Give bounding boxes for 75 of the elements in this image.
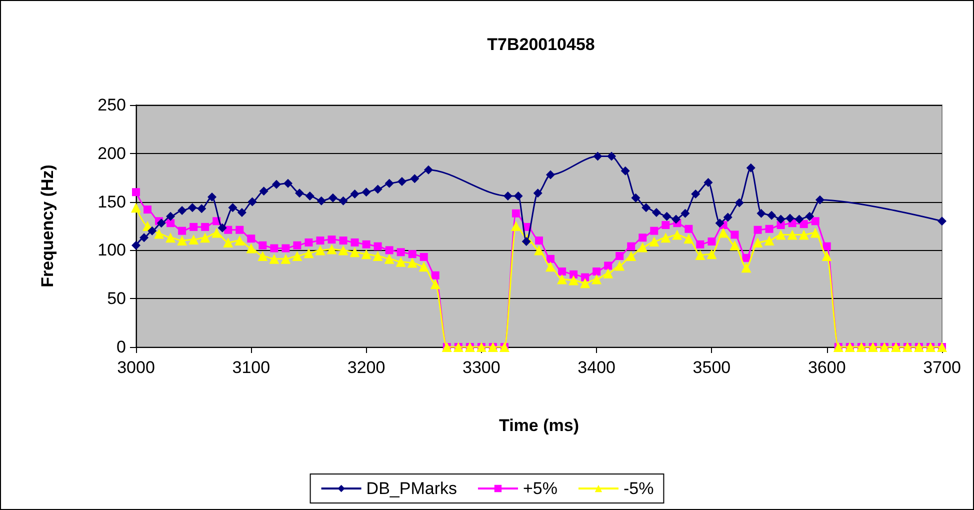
point [734,198,744,208]
point [373,184,382,194]
point [259,186,268,196]
point [166,212,176,221]
point [593,152,602,161]
y-tick-label: 200 [98,144,126,163]
x-tick-label: 3200 [347,358,386,377]
point [156,218,166,228]
point [786,214,795,223]
x-tick-label: 3400 [578,358,616,377]
x-tick-label: 3600 [808,358,846,377]
x-tick-label: 3500 [692,358,731,377]
legend-label: DB_PMarks [366,479,457,498]
point [148,226,157,236]
point [228,203,238,212]
point [642,203,651,212]
point [704,178,713,187]
point [397,176,406,186]
point [295,188,304,198]
y-tick-label: 150 [98,192,126,212]
x-tick-label: 3700 [923,358,961,377]
point [188,203,197,212]
point [328,193,338,202]
point [384,178,394,188]
point [237,208,246,217]
point [283,178,292,188]
x-tick-label: 3100 [232,358,270,377]
point [410,174,420,184]
x-tick-label: 3000 [117,358,155,377]
point [350,190,360,199]
point [767,210,776,220]
point [620,166,630,176]
point [631,193,640,202]
point [218,223,227,232]
point [316,196,326,206]
point [680,208,690,218]
point [938,216,946,226]
point [672,214,681,224]
point [794,214,804,224]
legend-label: +5% [522,479,558,498]
point [546,170,556,180]
point [776,214,786,224]
point [756,208,766,218]
legend-label: -5% [623,479,654,498]
y-tick-label: 0 [116,338,126,356]
point [272,180,281,189]
point [503,191,512,200]
point [207,192,216,202]
point [338,196,348,206]
point [248,197,257,206]
point [746,163,756,172]
point [662,212,672,221]
x-axis-title: Time (ms) [499,416,579,435]
point [723,212,732,222]
point [715,218,724,228]
y-tick-label: 100 [98,240,126,260]
point [533,188,542,198]
point [691,190,700,199]
y-tick-label: 250 [98,96,126,114]
point [424,165,433,174]
y-tick-label: 50 [107,289,126,308]
point [197,204,206,214]
point [140,233,149,242]
point [652,208,661,217]
point [522,236,531,246]
point [362,188,371,197]
point [815,195,824,204]
point [514,191,523,200]
point [607,152,616,161]
y-axis-title: Frequency (Hz) [38,164,57,288]
x-tick-label: 3300 [462,358,500,377]
point [178,206,187,216]
point [305,191,314,200]
point [805,212,814,221]
chart-title: T7B20010458 [487,35,595,54]
